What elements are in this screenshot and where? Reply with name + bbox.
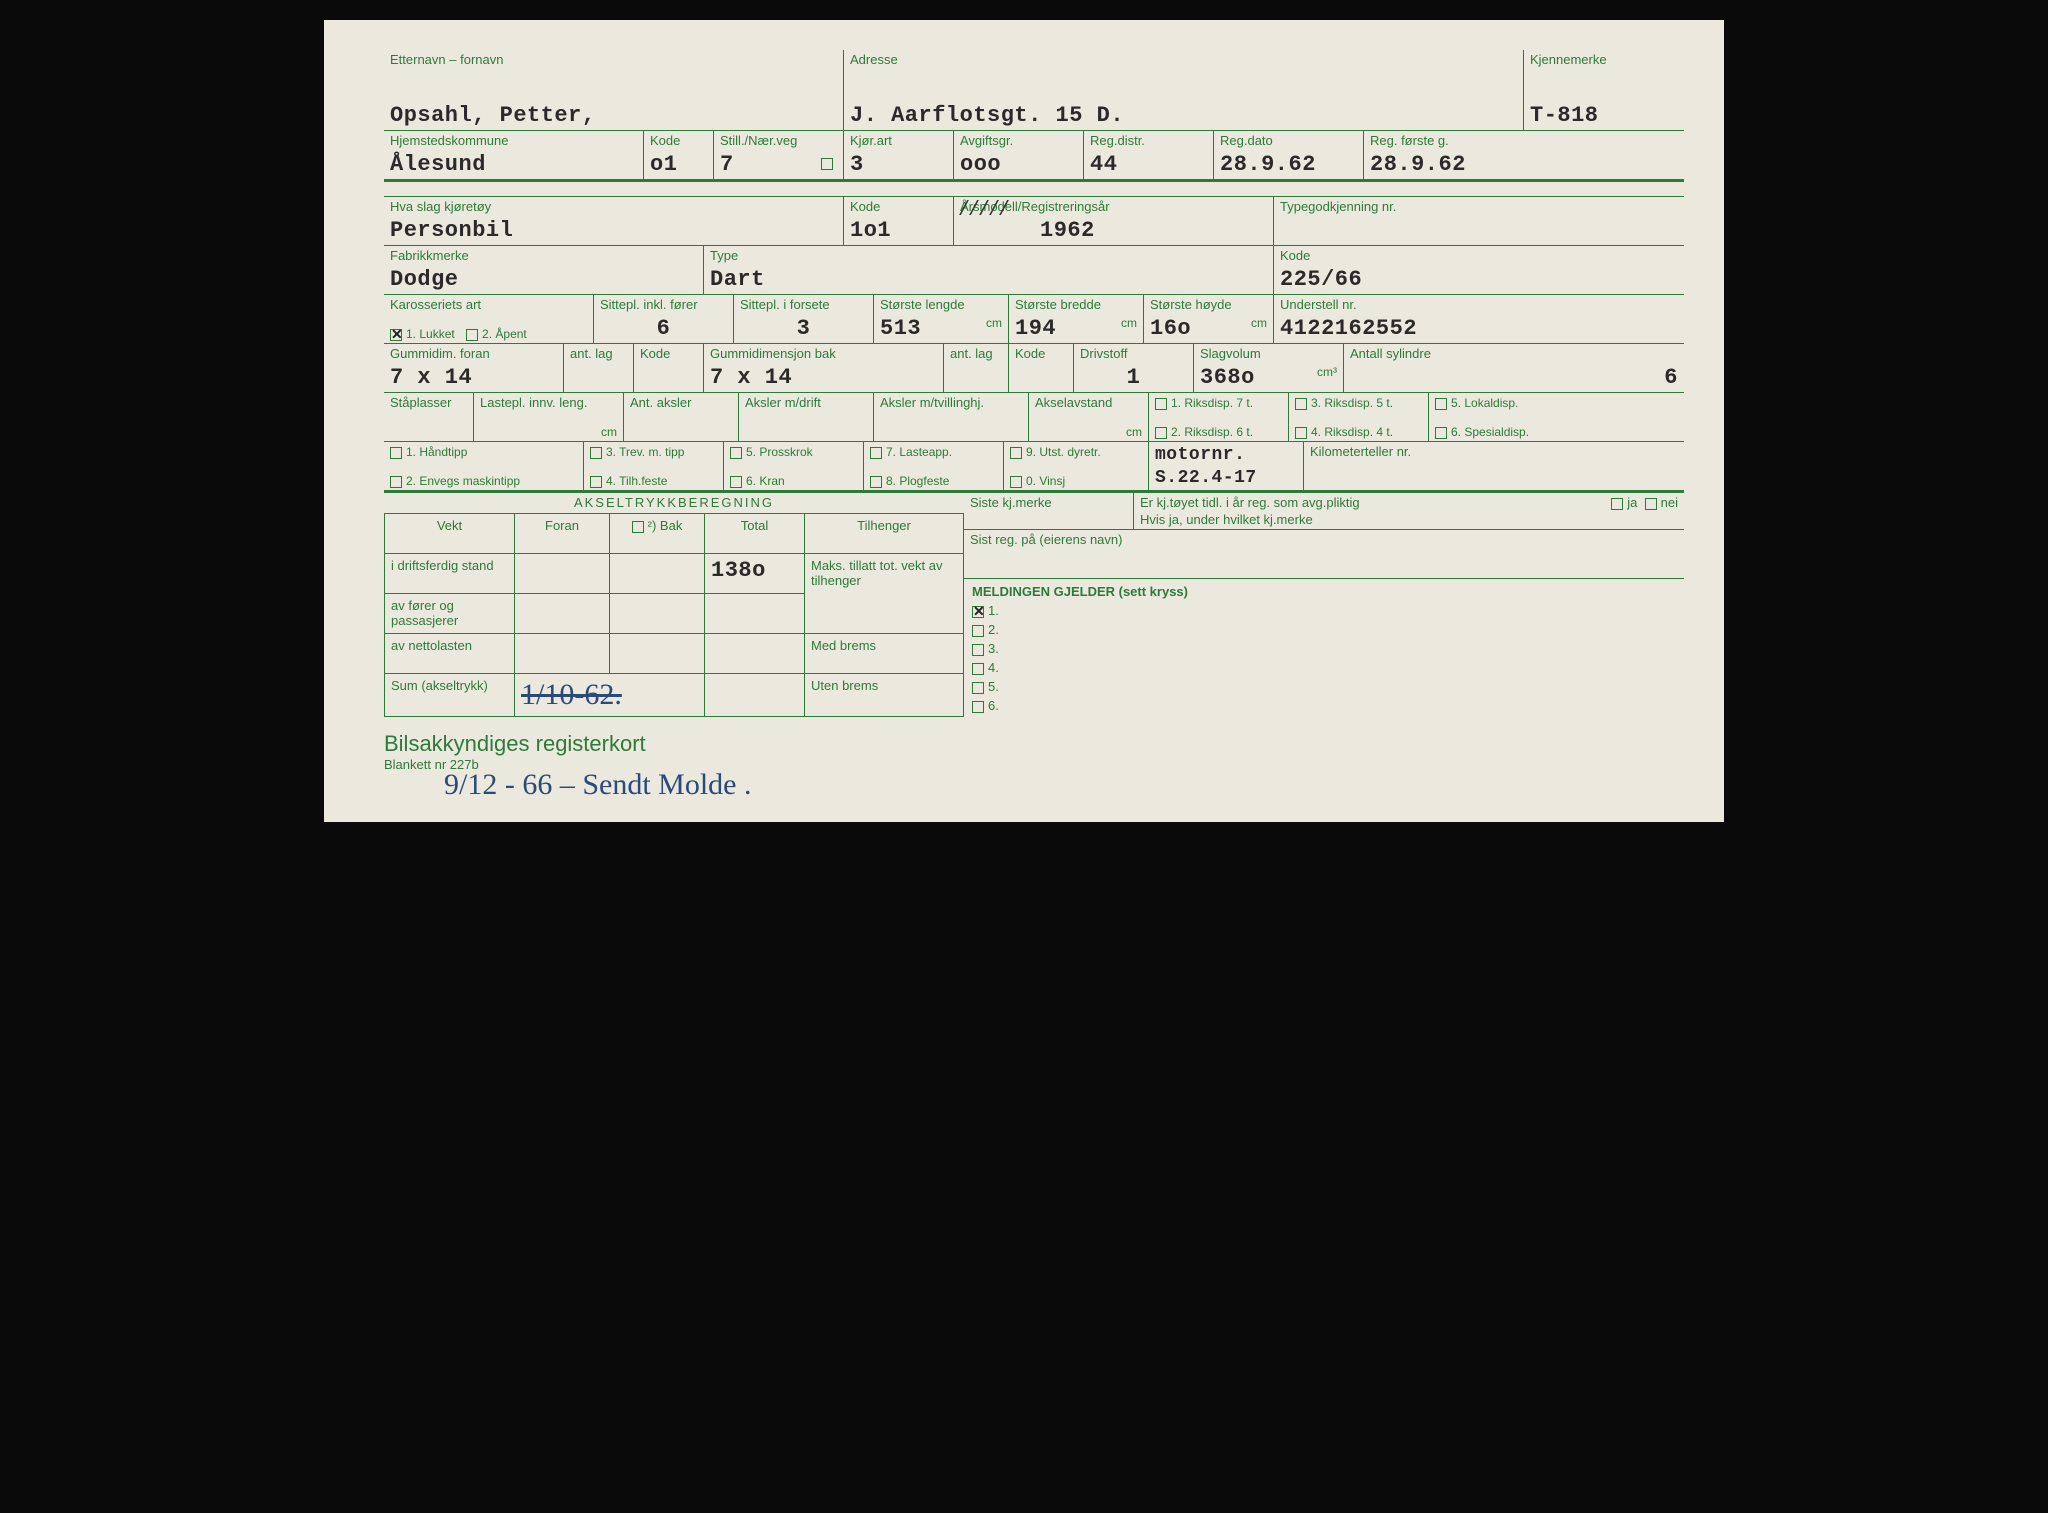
value-total-weight: 138o [711, 558, 766, 583]
value-drivstoff: 1 [1080, 365, 1187, 390]
row-vehicle-type: Hva slag kjøretøy Personbil Kode 1o1 Års… [384, 196, 1684, 245]
checkbox-lukket [390, 329, 402, 341]
checkbox-apent [466, 329, 478, 341]
label-regdistr: Reg.distr. [1090, 134, 1207, 148]
value-slagvolum: 368o [1200, 365, 1255, 390]
label-gummi-bak: Gummidimensjon bak [710, 347, 937, 361]
value-gummi-bak: 7 x 14 [710, 365, 937, 390]
label-forsete: Sittepl. i forsete [740, 298, 867, 312]
value-etternavn: Opsahl, Petter, [390, 103, 837, 128]
label-kode4: Kode [1280, 249, 1678, 263]
weight-table: Vekt Foran ²) Bak Total Tilhenger i drif… [384, 513, 964, 717]
value-kode3: 1o1 [850, 218, 947, 243]
value-regdistr: 44 [1090, 152, 1207, 177]
row-name-address: Etternavn – fornavn Opsahl, Petter, Adre… [384, 50, 1684, 130]
row-body-dimensions: Karosseriets art 1. Lukket 2. Åpent Sitt… [384, 294, 1684, 343]
melding-checkbox [972, 625, 984, 637]
melding-checkbox [972, 644, 984, 656]
melding-item: 2. [972, 622, 1676, 637]
registration-card: Etternavn – fornavn Opsahl, Petter, Adre… [324, 20, 1724, 822]
melding-list: 1. 2. 3. 4. 5. 6. [972, 603, 1676, 713]
header-aksel: AKSELTRYKKBEREGNING [384, 493, 964, 513]
melding-checkbox [972, 606, 984, 618]
melding-item: 4. [972, 660, 1676, 675]
value-kjorart: 3 [850, 152, 947, 177]
value-forsete: 3 [740, 316, 867, 341]
label-bredde: Største bredde [1015, 298, 1137, 312]
value-hvaslag: Personbil [390, 218, 837, 243]
label-understell: Understell nr. [1280, 298, 1678, 312]
value-gummi-foran: 7 x 14 [390, 365, 557, 390]
value-regdato: 28.9.62 [1220, 152, 1357, 177]
melding-item: 5. [972, 679, 1676, 694]
label-gummi-foran: Gummidim. foran [390, 347, 557, 361]
label-type: Type [710, 249, 1267, 263]
header-melding: MELDINGEN GJELDER (sett kryss) [972, 585, 1676, 599]
label-hjemsted: Hjemstedskommune [390, 134, 637, 148]
value-motornr: S.22.4-17 [1155, 468, 1297, 488]
label-fabrikk: Fabrikkmerke [390, 249, 697, 263]
value-bredde: 194 [1015, 316, 1056, 341]
melding-item: 6. [972, 698, 1676, 713]
label-avgift: Avgiftsgr. [960, 134, 1077, 148]
value-still: 7 [720, 152, 734, 177]
label-kode: Kode [650, 134, 707, 148]
struck-date: 1/10-62. [521, 678, 622, 711]
label-lengde: Største lengde [880, 298, 1002, 312]
value-kjennemerke: T-818 [1530, 103, 1678, 128]
value-kode: o1 [650, 152, 707, 177]
row-equipment: 1. Håndtipp 2. Envegs maskintipp 3. Trev… [384, 441, 1684, 493]
row-tyres-engine: Gummidim. foran 7 x 14 ant. lag Kode Gum… [384, 343, 1684, 392]
value-kode4: 225/66 [1280, 267, 1678, 292]
value-adresse: J. Aarflotsgt. 15 D. [850, 103, 1517, 128]
value-hoyde: 16o [1150, 316, 1191, 341]
label-regforste: Reg. første g. [1370, 134, 1678, 148]
label-slagvolum: Slagvolum [1200, 347, 1337, 361]
label-regdato: Reg.dato [1220, 134, 1357, 148]
row-make-model: Fabrikkmerke Dodge Type Dart Kode 225/66 [384, 245, 1684, 294]
checkbox-still [821, 158, 833, 170]
label-kjorart: Kjør.art [850, 134, 947, 148]
label-km: Kilometerteller nr. [1310, 445, 1678, 459]
label-still: Still./Nær.veg [720, 134, 837, 148]
value-regforste: 28.9.62 [1370, 152, 1678, 177]
label-motornr: motornr. [1155, 445, 1297, 465]
label-adresse: Adresse [850, 53, 1517, 67]
label-karosseri: Karosseriets art [390, 298, 587, 312]
melding-checkbox [972, 701, 984, 713]
melding-checkbox [972, 663, 984, 675]
value-hjemsted: Ålesund [390, 152, 637, 177]
label-kjennemerke: Kjennemerke [1530, 53, 1678, 67]
melding-checkbox [972, 682, 984, 694]
value-type: Dart [710, 267, 1267, 292]
value-understell: 4122162552 [1280, 316, 1678, 341]
label-etternavn: Etternavn – fornavn [390, 53, 837, 67]
value-fabrikk: Dodge [390, 267, 697, 292]
label-hvaslag: Hva slag kjøretøy [390, 200, 837, 214]
value-sittepl: 6 [600, 316, 727, 341]
row-axles: Ståplasser Lastepl. innv. leng. cm Ant. … [384, 392, 1684, 441]
label-sittepl: Sittepl. inkl. fører [600, 298, 727, 312]
melding-item: 3. [972, 641, 1676, 656]
card-title: Bilsakkyndiges registerkort [384, 731, 1684, 757]
label-hoyde: Største høyde [1150, 298, 1267, 312]
value-sylindre: 6 [1350, 365, 1678, 390]
value-lengde: 513 [880, 316, 921, 341]
label-drivstoff: Drivstoff [1080, 347, 1187, 361]
label-sylindre: Antall sylindre [1350, 347, 1678, 361]
handwritten-note: 9/12 - 66 – Sendt Molde . [444, 768, 1684, 802]
label-kode3: Kode [850, 200, 947, 214]
value-avgift: ooo [960, 152, 1077, 177]
row-municipality: Hjemstedskommune Ålesund Kode o1 Still./… [384, 130, 1684, 182]
melding-item: 1. [972, 603, 1676, 618]
label-typegodkj: Typegodkjenning nr. [1280, 200, 1678, 214]
